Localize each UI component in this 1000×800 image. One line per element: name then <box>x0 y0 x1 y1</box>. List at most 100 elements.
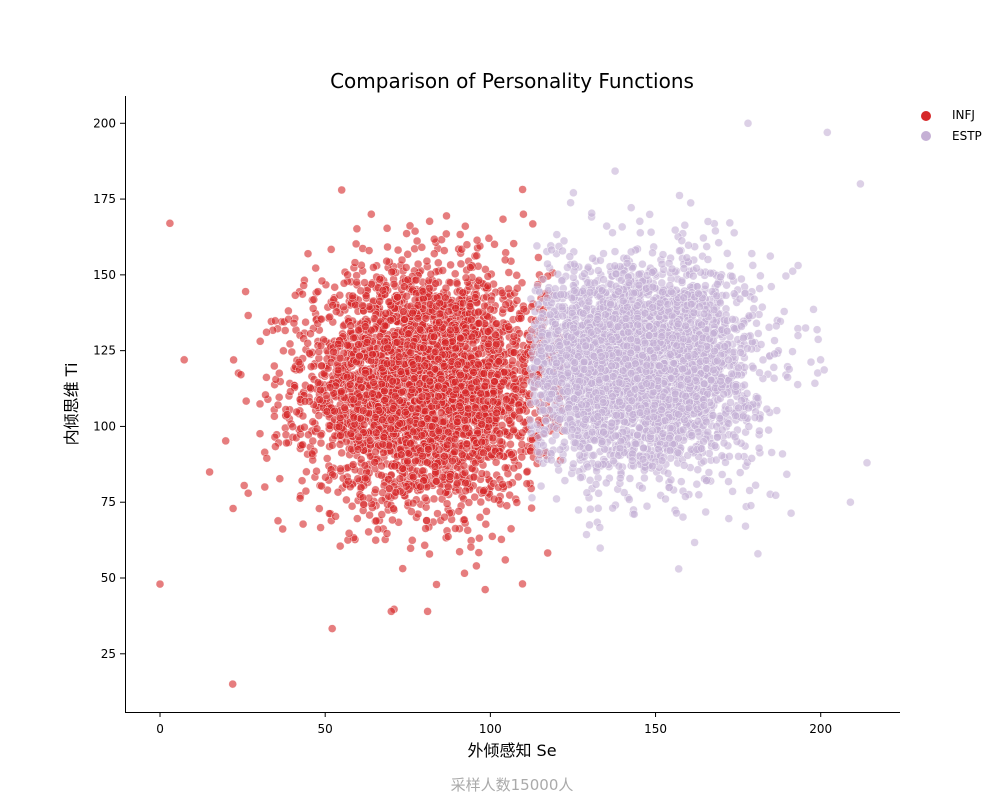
point-infj <box>353 445 363 454</box>
point-infj <box>469 368 478 377</box>
point-infj <box>303 249 313 258</box>
point-infj <box>309 295 319 304</box>
point-infj <box>325 421 335 430</box>
point-infj <box>388 404 398 413</box>
point-infj <box>502 501 512 510</box>
point-infj <box>260 482 270 492</box>
point-infj <box>434 392 443 401</box>
point-infj <box>391 391 400 401</box>
point-infj <box>404 329 413 339</box>
point-infj <box>236 370 246 379</box>
point-infj <box>481 519 491 529</box>
point-infj <box>300 397 310 406</box>
point-infj <box>458 288 468 297</box>
point-infj <box>498 480 507 489</box>
point-infj <box>430 462 440 471</box>
point-infj <box>387 607 396 616</box>
point-infj <box>392 338 402 347</box>
point-infj <box>358 301 367 310</box>
point-infj <box>327 624 337 633</box>
point-infj <box>416 482 425 492</box>
point-infj <box>474 349 483 359</box>
point-infj <box>489 494 499 504</box>
point-infj <box>308 436 318 446</box>
point-infj <box>360 278 369 287</box>
point-infj <box>417 431 427 440</box>
point-estp <box>536 481 546 491</box>
point-infj <box>474 276 484 285</box>
point-infj <box>500 255 510 265</box>
point-infj <box>432 580 441 589</box>
point-infj <box>480 585 490 594</box>
point-infj <box>337 387 346 396</box>
point-infj <box>375 297 384 306</box>
point-infj <box>509 332 519 341</box>
point-infj <box>441 338 450 348</box>
point-infj <box>288 422 297 431</box>
point-infj <box>470 293 480 302</box>
point-infj <box>444 307 453 316</box>
point-infj <box>490 240 499 249</box>
point-infj <box>512 498 522 507</box>
point-infj <box>312 466 321 476</box>
point-infj <box>279 346 288 356</box>
point-infj <box>455 230 465 239</box>
point-infj <box>411 275 421 285</box>
point-infj <box>446 260 455 270</box>
point-infj <box>450 434 460 444</box>
point-infj <box>479 486 488 496</box>
point-infj <box>448 337 457 346</box>
point-infj <box>508 356 517 366</box>
point-infj <box>420 493 430 503</box>
point-infj <box>512 296 522 305</box>
point-infj <box>442 211 451 221</box>
point-infj <box>516 313 526 323</box>
point-infj <box>371 485 380 495</box>
point-infj <box>282 438 291 448</box>
point-infj <box>499 377 508 387</box>
point-infj <box>359 420 369 430</box>
point-infj <box>301 317 310 327</box>
point-infj <box>397 255 407 265</box>
point-infj <box>517 278 527 288</box>
point-infj <box>490 377 499 386</box>
point-infj <box>519 380 529 390</box>
point-infj <box>371 516 381 526</box>
point-infj <box>317 314 326 324</box>
point-infj <box>382 529 392 538</box>
point-infj <box>461 221 470 231</box>
point-infj <box>461 478 470 488</box>
point-infj <box>504 416 514 425</box>
point-infj <box>398 464 408 473</box>
point-infj <box>460 415 470 425</box>
point-infj <box>410 244 419 254</box>
point-infj <box>383 343 392 353</box>
point-infj <box>322 407 332 416</box>
point-infj <box>407 507 416 516</box>
point-infj <box>454 506 464 516</box>
point-infj <box>509 239 518 248</box>
point-infj <box>359 500 368 509</box>
point-infj <box>442 440 452 450</box>
point-infj <box>441 283 451 293</box>
point-infj <box>479 369 489 378</box>
point-infj <box>501 463 510 473</box>
point-infj <box>298 289 307 299</box>
point-infj <box>378 286 388 295</box>
point-infj <box>498 214 508 224</box>
point-infj <box>422 256 432 266</box>
point-infj <box>262 373 271 382</box>
point-infj <box>364 527 373 537</box>
point-infj <box>371 428 381 438</box>
point-infj <box>402 482 411 491</box>
point-infj <box>430 249 439 258</box>
point-infj <box>522 467 532 477</box>
point-estp <box>724 514 734 523</box>
point-infj <box>278 524 287 534</box>
point-infj <box>239 481 249 490</box>
point-infj <box>515 406 524 416</box>
point-estp <box>770 336 779 345</box>
point-infj <box>228 504 238 513</box>
point-infj <box>534 253 543 262</box>
point-infj <box>488 532 497 541</box>
